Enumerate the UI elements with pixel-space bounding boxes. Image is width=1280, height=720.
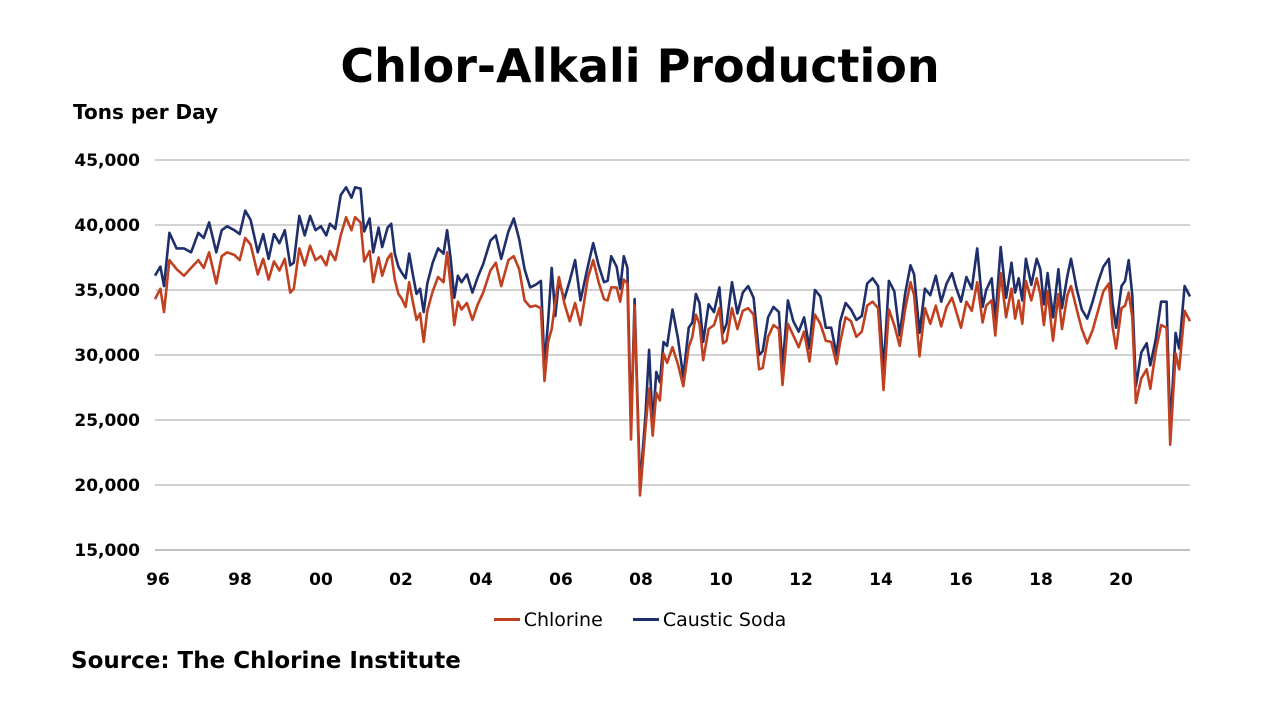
- y-tick-label: 20,000: [74, 476, 140, 496]
- series-lines: [153, 186, 1192, 497]
- legend-item-caustic-soda: Caustic Soda: [632, 608, 787, 631]
- y-tick-label: 45,000: [74, 151, 140, 171]
- x-axis-ticks: 96 98 00 02 04 06 08 10 12 14 16 18 20: [146, 570, 1133, 590]
- chart-title: Chlor-Alkali Production: [340, 39, 940, 93]
- y-tick-label: 35,000: [74, 281, 140, 301]
- x-tick-label: 06: [549, 570, 573, 590]
- x-tick-label: 18: [1029, 570, 1053, 590]
- y-tick-label: 40,000: [74, 216, 140, 236]
- y-axis-ticks: 15,000 20,000 25,000 30,000 35,000 40,000 45,0…: [74, 151, 140, 561]
- series-line-caustic-soda: [153, 186, 1192, 488]
- legend-label-chlorine: Chlorine: [523, 608, 603, 631]
- x-tick-label: 96: [146, 570, 170, 590]
- x-tick-label: 08: [629, 570, 653, 590]
- series-line-chlorine: [153, 215, 1192, 497]
- legend: Chlorine Caustic Soda: [0, 604, 1280, 631]
- gridlines: [155, 159, 1190, 551]
- x-tick-label: 14: [869, 570, 893, 590]
- y-tick-label: 30,000: [74, 346, 140, 366]
- x-tick-label: 00: [309, 570, 333, 590]
- y-tick-label: 15,000: [74, 541, 140, 561]
- x-tick-label: 98: [228, 570, 252, 590]
- x-tick-label: 16: [949, 570, 973, 590]
- x-tick-label: 04: [469, 570, 493, 590]
- legend-swatch-chlorine: [493, 618, 520, 621]
- x-tick-label: 10: [709, 570, 733, 590]
- source-note: Source: The Chlorine Institute: [71, 648, 461, 674]
- x-tick-label: 02: [389, 570, 413, 590]
- x-tick-label: 20: [1109, 570, 1133, 590]
- legend-swatch-caustic-soda: [632, 618, 659, 621]
- x-tick-label: 12: [789, 570, 813, 590]
- legend-label-caustic-soda: Caustic Soda: [662, 608, 787, 631]
- legend-item-chlorine: Chlorine: [493, 608, 603, 631]
- y-tick-label: 25,000: [74, 411, 140, 431]
- y-axis-unit-label: Tons per Day: [73, 100, 219, 124]
